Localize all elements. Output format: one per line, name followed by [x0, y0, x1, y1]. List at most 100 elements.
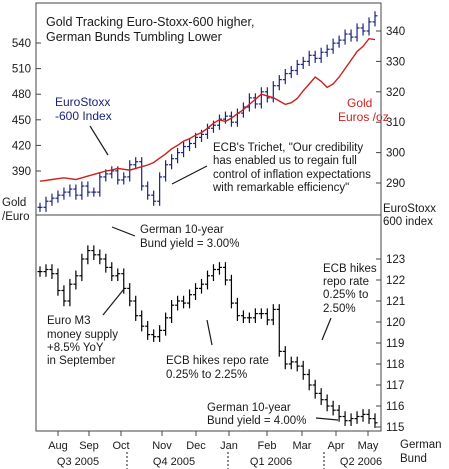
eurostoxx-weekly-bar — [276, 75, 282, 91]
gold-axis: 390 420 450 480 510 540 — [12, 38, 41, 178]
bund-weekly-bar — [300, 360, 306, 380]
trichet-annotation-line-3: control of inflation expectations — [213, 169, 371, 181]
gold-axis-tick-label: 390 — [12, 166, 31, 178]
quarter-label: Q4 2005 — [153, 456, 195, 468]
eurostoxx-weekly-bar — [109, 166, 115, 179]
eurostoxx-weekly-bar — [282, 69, 288, 85]
chart-title-line-2: German Bunds Tumbling Lower — [46, 30, 222, 44]
bund-weekly-bar — [366, 409, 372, 424]
bund-weekly-bar — [133, 295, 139, 321]
bund-weekly-bar — [97, 249, 103, 265]
bund-axis-tick-label: 121 — [386, 296, 405, 308]
eurostoxx-weekly-bar — [85, 181, 91, 197]
eurostoxx-weekly-bar — [348, 29, 354, 42]
m3-annotation-line-4: in September — [47, 355, 116, 367]
bund-weekly-bar — [372, 413, 378, 429]
bund-axis-label-line-1: German — [400, 439, 442, 451]
eurostoxx-weekly-bar — [55, 190, 61, 203]
eurostoxx-series — [37, 11, 378, 212]
bund-weekly-bar — [163, 312, 169, 336]
eurostoxx-weekly-bar — [300, 56, 306, 69]
gold-axis-label-line-2: /Euro — [2, 211, 30, 223]
bund-weekly-bar — [91, 245, 97, 261]
gold-axis-tick-label: 450 — [12, 115, 31, 127]
bund-axis-tick-label: 122 — [386, 275, 405, 287]
eurostoxx-weekly-bar — [121, 172, 127, 185]
bund-weekly-bar — [336, 404, 342, 422]
bund-weekly-bar — [67, 278, 73, 307]
bund-weekly-bar — [199, 278, 205, 294]
eurostoxx-weekly-bar — [97, 172, 103, 197]
eurostoxx-weekly-bar — [228, 111, 234, 127]
eurostoxx-axis-tick-label: 330 — [386, 56, 405, 68]
eurostoxx-weekly-bar — [366, 17, 372, 36]
bund-weekly-bar — [270, 304, 276, 326]
bund-weekly-bar — [312, 379, 318, 399]
bund-weekly-bar — [103, 253, 109, 273]
eurostoxx-weekly-bar — [342, 29, 348, 45]
bund-weekly-bar — [246, 312, 252, 324]
bund-weekly-bar — [348, 413, 354, 426]
eurostoxx-weekly-bar — [163, 160, 169, 182]
trichet-annotation-pointer — [171, 165, 208, 185]
repo-250-annotation-line-2: repo rate — [323, 276, 369, 288]
eurostoxx-weekly-bar — [61, 187, 67, 200]
bund-axis-label-line-2: Bund — [400, 453, 427, 465]
bund-axis-tick-label: 118 — [386, 359, 404, 371]
eurostoxx-weekly-bar — [354, 23, 360, 42]
eurostoxx-weekly-bar — [330, 38, 336, 54]
quarter-label: Q2 2006 — [340, 456, 382, 468]
bund-4pct-annotation-line-2: Bund yield = 4.00% — [207, 415, 306, 427]
bund-weekly-bar — [127, 283, 133, 307]
bund-weekly-bar — [85, 245, 91, 265]
bund-weekly-bar — [181, 295, 187, 309]
month-label: Mar — [293, 440, 312, 452]
bund-weekly-bar — [324, 394, 330, 412]
bund-weekly-bar — [330, 400, 336, 416]
trichet-annotation-line-1: ECB's Trichet, "Our credibility — [213, 142, 363, 154]
eurostoxx-weekly-bar — [360, 23, 366, 36]
gold-axis-tick-label: 540 — [12, 38, 31, 50]
eurostoxx-weekly-bar — [264, 87, 270, 103]
eurostoxx-weekly-bar — [288, 65, 294, 79]
eurostoxx-weekly-bar — [157, 172, 163, 206]
bund-weekly-bar — [240, 310, 246, 324]
bund-4pct-pointer — [315, 417, 339, 421]
bund-weekly-bar — [157, 325, 163, 342]
bottom-chart-frame — [35, 214, 382, 432]
bund-weekly-bar — [282, 346, 288, 370]
bund-3pct-annotation-line-2: Bund yield = 3.00% — [140, 238, 239, 250]
bund-weekly-bar — [109, 262, 115, 282]
eurostoxx-axis-label-line-2: 600 index — [383, 216, 433, 228]
bund-weekly-bar — [55, 268, 61, 296]
trichet-annotation-line-2: has enabled us to regain full — [213, 155, 357, 167]
m3-annotation-line-3: +8.5% YoY — [47, 342, 104, 354]
bund-series — [37, 245, 378, 429]
bund-axis-tick-label: 117 — [386, 380, 404, 392]
bund-weekly-bar — [258, 308, 264, 319]
time-axis: Aug Sep Oct Nov Dec Jan Feb Mar Apr May Q3 2005 Q4 … — [48, 431, 382, 469]
gold-series-label-line-2: Euros /oz — [338, 110, 389, 124]
bund-weekly-bar — [79, 253, 85, 282]
bund-weekly-bar — [264, 308, 270, 326]
quarter-label: Q3 2005 — [57, 456, 99, 468]
bund-axis-tick-label: 120 — [386, 317, 405, 329]
eurostoxx-weekly-bar — [294, 59, 300, 76]
eurostoxx-weekly-bar — [372, 11, 378, 27]
bund-weekly-bar — [139, 310, 145, 332]
bund-axis: 115 116 117 118 119 120 121 122 123 — [376, 254, 405, 434]
eurostoxx-axis-tick-label: 320 — [386, 87, 405, 99]
eurostoxx-axis-tick-label: 310 — [386, 117, 405, 129]
bund-weekly-bar — [151, 329, 157, 342]
eurostoxx-label-pointer — [89, 125, 109, 156]
eurostoxx-weekly-bar — [37, 202, 43, 212]
eurostoxx-weekly-bar — [258, 87, 264, 109]
quarter-label: Q1 2006 — [250, 456, 292, 468]
eurostoxx-series-label-line-1: EuroStoxx — [55, 95, 110, 109]
eurostoxx-weekly-bar — [187, 138, 193, 152]
month-label: Apr — [327, 440, 344, 452]
eurostoxx-weekly-bar — [181, 141, 187, 158]
bund-weekly-bar — [115, 268, 121, 282]
bund-weekly-bar — [145, 320, 151, 340]
